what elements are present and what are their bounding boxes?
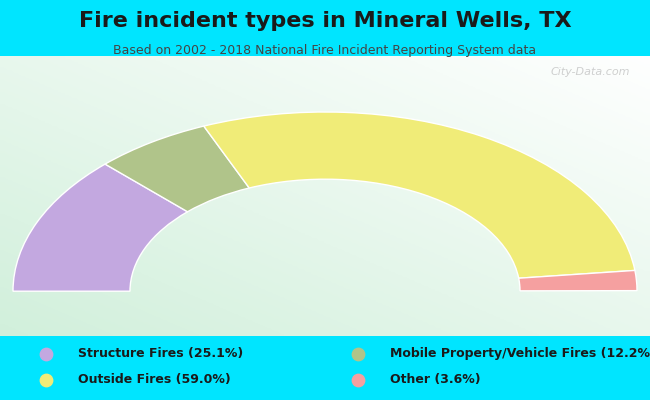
Wedge shape <box>204 112 635 278</box>
Wedge shape <box>13 164 188 291</box>
Text: Mobile Property/Vehicle Fires (12.2%): Mobile Property/Vehicle Fires (12.2%) <box>390 348 650 360</box>
Text: City-Data.com: City-Data.com <box>551 67 630 77</box>
Text: Based on 2002 - 2018 National Fire Incident Reporting System data: Based on 2002 - 2018 National Fire Incid… <box>114 44 536 57</box>
Text: Structure Fires (25.1%): Structure Fires (25.1%) <box>78 348 243 360</box>
Text: Fire incident types in Mineral Wells, TX: Fire incident types in Mineral Wells, TX <box>79 11 571 31</box>
Text: Outside Fires (59.0%): Outside Fires (59.0%) <box>78 373 231 386</box>
Text: Other (3.6%): Other (3.6%) <box>390 373 480 386</box>
Wedge shape <box>105 126 249 212</box>
Wedge shape <box>519 270 637 291</box>
